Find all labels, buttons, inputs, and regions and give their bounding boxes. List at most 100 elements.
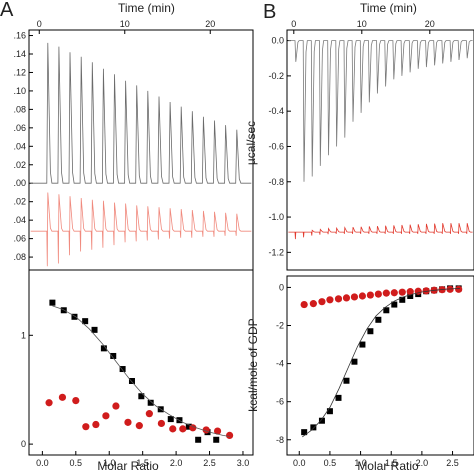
data-point-circle	[179, 425, 187, 433]
data-point-circle	[112, 402, 120, 410]
y-tick-label: -0.4	[268, 106, 284, 116]
data-point-circle	[157, 419, 165, 428]
y-tick-label: .06	[13, 234, 26, 244]
data-point-square	[138, 393, 145, 400]
y-tick-label: -0.2	[268, 71, 284, 81]
data-point-square	[399, 296, 406, 303]
y-tick-label: .00	[13, 178, 26, 188]
x-tick-label: 0.0	[36, 458, 49, 468]
y-tick-label: 0	[21, 439, 26, 449]
panel-b-isotherm-plot: 0.0 0.5 1.0 1.5 2.0 2.5 0 -2 -4 -6 -8	[276, 275, 474, 468]
panel-b-bottom-y-axis-title: kcal/mole of GDP	[246, 318, 260, 411]
data-point-circle	[300, 300, 308, 309]
data-point-circle	[58, 393, 67, 401]
y-tick-label: -1.2	[268, 247, 284, 257]
data-point-circle	[422, 287, 430, 295]
x-tick-label: 10	[120, 19, 130, 29]
fit-curve	[302, 288, 460, 438]
x-tick-label: 1.5	[136, 458, 149, 468]
y-tick-label: .04	[13, 141, 26, 151]
x-tick-label: 0	[291, 19, 296, 29]
data-point-square	[195, 436, 202, 443]
thermogram-trace-1	[288, 223, 473, 240]
y-tick-label: -4	[276, 359, 284, 369]
data-point-circle	[72, 396, 80, 405]
x-tick-label: 10	[357, 19, 367, 29]
panel-a-top-x-axis-title: Time (min)	[118, 1, 175, 15]
data-point-circle	[342, 294, 351, 302]
data-point-square	[391, 301, 398, 308]
data-point-circle	[92, 420, 100, 429]
data-point-circle	[446, 285, 454, 293]
x-tick-label: 1.5	[385, 458, 398, 468]
y-tick-label: .16	[13, 31, 26, 41]
data-point-circle	[124, 418, 132, 426]
x-tick-label: 20	[425, 19, 435, 29]
data-point-circle	[334, 295, 343, 303]
data-point-square	[359, 341, 366, 348]
data-point-square	[100, 345, 107, 352]
data-point-square	[351, 358, 358, 365]
data-point-circle	[390, 289, 398, 297]
data-point-square	[119, 366, 126, 373]
data-point-square	[147, 399, 154, 406]
data-point-square	[185, 423, 192, 430]
plot-frame	[28, 269, 254, 456]
y-tick-label: .04	[13, 215, 26, 225]
y-tick-label: 0.0	[271, 36, 284, 46]
data-point-square	[326, 408, 333, 415]
data-point-circle	[406, 288, 414, 296]
y-tick-label: -0.8	[268, 177, 284, 187]
data-point-square	[82, 318, 89, 325]
y-tick-label: .08	[13, 104, 26, 114]
panel-b-bottom-x-axis-title: Molar Ratio	[357, 459, 419, 473]
y-tick-label: -0.6	[268, 141, 284, 151]
thermogram-trace-1	[30, 192, 252, 267]
y-tick-label: -6	[276, 397, 284, 407]
plot-frame	[286, 275, 474, 456]
data-point-circle	[82, 423, 90, 431]
y-tick-label: .10	[13, 86, 26, 96]
data-point-circle	[213, 427, 222, 435]
thermogram-trace-0	[30, 42, 252, 184]
thermogram-trace-0	[288, 40, 473, 182]
x-tick-label: 2.5	[446, 458, 459, 468]
y-tick-label: -8	[276, 435, 284, 445]
data-point-circle	[318, 298, 326, 306]
y-tick-label: .02	[13, 197, 26, 207]
y-tick-label: 1	[21, 330, 26, 340]
x-tick-label: 0.5	[324, 458, 337, 468]
panel-a-bottom-x-axis-title: Molar Ratio	[97, 459, 159, 473]
panel-a-letter: A	[0, 0, 14, 21]
panel-a-thermogram-plot: 0 10 20 .16 .14 .12 .10 .08 .06 .04 .02 .00 .02 .04 .0…	[13, 19, 254, 271]
data-point-circle	[398, 288, 406, 296]
data-point-square	[367, 328, 374, 335]
data-point-circle	[455, 285, 463, 293]
fit-curve	[52, 305, 230, 437]
y-tick-label: .12	[13, 67, 26, 77]
data-point-square	[128, 378, 135, 384]
data-point-circle	[135, 422, 143, 430]
data-point-square	[407, 292, 414, 299]
data-point-square	[110, 352, 117, 359]
panel-b-top-y-axis-title: µcal/sec	[244, 121, 258, 165]
data-point-square	[343, 377, 350, 384]
y-tick-label: .08	[13, 252, 26, 262]
data-point-square	[375, 316, 382, 323]
y-tick-label: .14	[13, 49, 26, 59]
x-tick-label: 0.5	[70, 458, 83, 468]
panel-b-top-x-axis-title: Time (min)	[360, 1, 417, 15]
data-point-square	[383, 307, 390, 314]
panel-b-thermogram-plot: 0 10 20 0.0 -0.2 -0.4 -0.6 -0.8 -1.0 -1.2	[268, 19, 474, 271]
panel-b-letter: B	[263, 1, 276, 23]
data-point-square	[71, 313, 78, 320]
plot-frame	[286, 29, 474, 271]
data-point-square	[335, 394, 342, 401]
data-point-circle	[309, 300, 317, 308]
y-tick-label: -1.0	[268, 212, 284, 222]
data-point-circle	[225, 431, 234, 440]
data-point-circle	[102, 412, 110, 420]
data-point-square	[310, 424, 317, 431]
data-point-circle	[145, 410, 153, 418]
